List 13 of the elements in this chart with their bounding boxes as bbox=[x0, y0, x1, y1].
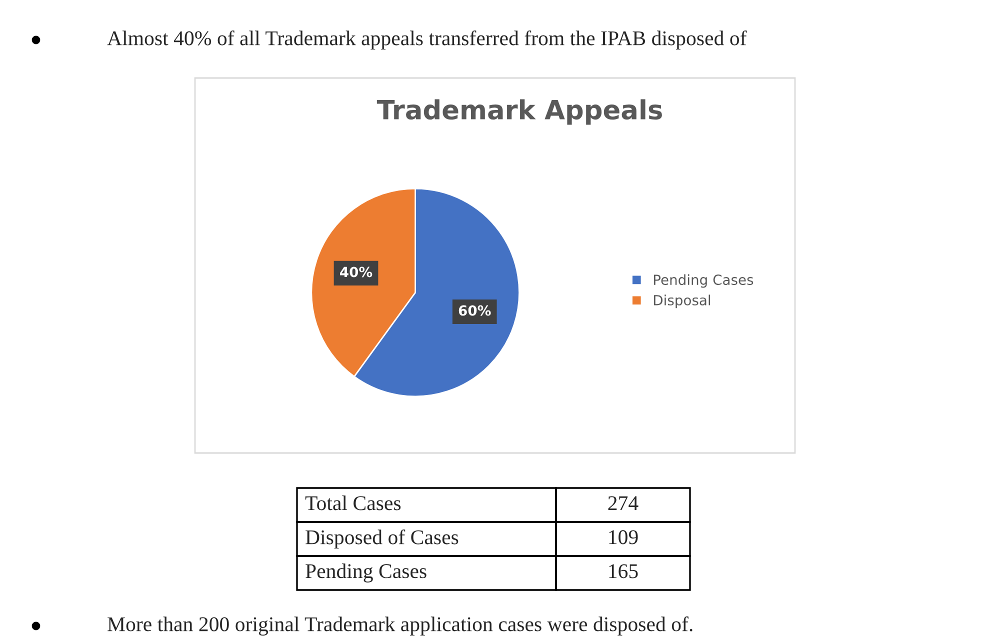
legend-label: Pending Cases bbox=[654, 274, 754, 288]
chart-title: Trademark Appeals bbox=[376, 99, 662, 125]
text: More than 200 original Trademark application cases were disposed of. bbox=[108, 616, 692, 636]
text: 165 bbox=[609, 564, 638, 578]
text: 109 bbox=[609, 530, 638, 544]
text: Total Cases bbox=[305, 496, 401, 510]
text: Pending Cases bbox=[306, 564, 426, 582]
text: Disposed of Cases bbox=[306, 529, 458, 549]
text: 274 bbox=[608, 496, 638, 510]
legend-label: Disposal bbox=[654, 294, 710, 308]
data-label: 40% bbox=[340, 266, 372, 278]
data-label: 60% bbox=[458, 305, 491, 316]
text: Almost 40% of all Trademark appeals transferred from the IPAB disposed of bbox=[107, 30, 747, 50]
